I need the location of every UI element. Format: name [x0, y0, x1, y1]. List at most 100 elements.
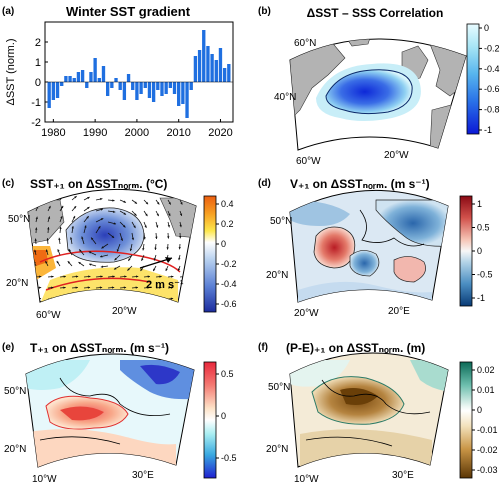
colorbar-tick-label: 1 [477, 199, 482, 209]
lat-label: 50°N [268, 382, 290, 393]
wind-arrow-head [58, 237, 61, 241]
bar [214, 60, 218, 82]
wind-arrow-head [112, 199, 115, 202]
colorbar-tick-label: 0 [484, 23, 489, 33]
map-e-shading [60, 406, 104, 421]
colorbar-tick-label: 0.4 [221, 199, 234, 209]
wind-arrow-head [182, 297, 185, 300]
bar [101, 66, 106, 82]
wind-arrow-head [111, 286, 115, 289]
wind-arrow-head [60, 205, 64, 209]
wind-arrow-head [167, 224, 170, 228]
map-f-coastline [321, 379, 431, 415]
lat-label: 60°N [294, 38, 316, 49]
wind-arrow-head [34, 238, 37, 241]
bar [118, 82, 122, 90]
lat-label: 50°N [4, 386, 26, 397]
wind-arrow-head [144, 225, 147, 228]
panel-d-title: V₊₁ on ΔSSTₙₒᵣₘ. (m s⁻¹) [290, 177, 430, 191]
wind-arrow-head [114, 257, 117, 261]
wind-arrow-head [134, 213, 137, 216]
bar [60, 82, 64, 86]
x-tick-label: 1990 [83, 127, 107, 139]
map-e-shading [140, 364, 180, 385]
wind-arrow-head [112, 210, 116, 213]
wind-arrow-head [171, 275, 174, 278]
wind-arrow-head [35, 227, 38, 230]
y-axis-label: ΔSST (norm.) [5, 38, 17, 105]
bar [126, 74, 131, 82]
wind-arrow-head [145, 201, 149, 205]
wind-arrow-head [99, 286, 103, 289]
y-tick-label: -1 [31, 97, 41, 109]
wind-arrow-head [131, 237, 135, 241]
wind-arrow-head [100, 197, 103, 201]
lon-label: 10°W [294, 474, 319, 485]
bar [181, 82, 185, 104]
wind-arrow-head [51, 275, 54, 278]
map-d-contour [349, 250, 380, 277]
map-d-contour [313, 226, 356, 269]
bar [64, 76, 68, 82]
bar [164, 82, 168, 94]
bar [222, 68, 227, 82]
wind-arrow-head [47, 227, 50, 230]
map-b-contour [325, 69, 413, 115]
wind-arrow-head [38, 286, 42, 289]
wind-arrow-head [100, 208, 103, 211]
panel-e: (e) T₊₁ on ΔSSTₙₒᵣₘ. (m s⁻¹) 50°N 20°N 1… [2, 341, 237, 485]
bar [93, 58, 97, 82]
wind-arrow-head [45, 249, 49, 252]
panel-c-title: SST₊₁ on ΔSSTₙₒᵣₘ. (°C) [30, 177, 167, 191]
wind-arrow-head [67, 261, 71, 264]
wind-arrow-head [71, 226, 74, 229]
panel-d-tag: (d) [258, 178, 271, 189]
colorbar-tick-label: -0.01 [477, 425, 498, 435]
wind-arrow-head [145, 213, 148, 217]
wind-arrow [143, 298, 150, 300]
lat-label: 50°N [270, 216, 292, 227]
wind-arrow-head [69, 237, 73, 240]
map-c-contour [45, 277, 151, 291]
wind-arrow-head [140, 268, 143, 272]
wind-arrow-head [120, 238, 123, 241]
wind-arrow-head [124, 275, 127, 278]
bar [89, 72, 93, 82]
colorbar-tick-label: -0.02 [477, 445, 498, 455]
map-f-shading [410, 360, 448, 392]
wind-arrow-head [129, 248, 133, 252]
bar [197, 50, 202, 82]
bar [227, 64, 231, 82]
y-tick-label: 2 [35, 37, 41, 49]
wind-arrow-head [57, 249, 60, 252]
wind-arrow-head [147, 286, 150, 289]
wind-arrow-head [87, 297, 90, 300]
wind-arrow-head [157, 202, 160, 205]
colorbar-tick-label: -0.4 [221, 279, 237, 289]
map-e-coastline [59, 377, 171, 417]
wind-arrow-head [166, 247, 169, 250]
bar [168, 82, 173, 88]
wind-arrow-head [123, 225, 126, 228]
bar [97, 78, 101, 82]
wind-arrow-head [88, 251, 92, 254]
colorbar-tick-label: -0.4 [484, 64, 500, 74]
wind-arrow-head [111, 235, 115, 238]
y-tick-label: 1 [35, 57, 41, 69]
colorbar-e-ticks: 0.5 0 -0.5 [216, 369, 237, 463]
wind-arrow-head [87, 206, 90, 210]
wind-arrow-head [179, 236, 182, 239]
wind-arrow-head [113, 267, 117, 270]
panel-d: (d) V₊₁ on ΔSSTₙₒᵣₘ. (m s⁻¹) 50°N 20°N 2… [258, 177, 493, 319]
bar [114, 78, 118, 82]
colorbar-tick-label: 0 [221, 239, 226, 249]
bar [55, 82, 60, 98]
wind-arrow-head [153, 258, 156, 261]
colorbar-tick-label: 0.02 [477, 365, 495, 375]
wind-arrow-head [123, 200, 126, 203]
x-ticks: 1980 1990 2000 2010 2020 [41, 119, 233, 139]
wind-arrow-head [147, 297, 150, 300]
wind-arrow-head [127, 268, 130, 271]
bar [172, 82, 177, 94]
colorbar-tick-label: 0.2 [221, 219, 234, 229]
